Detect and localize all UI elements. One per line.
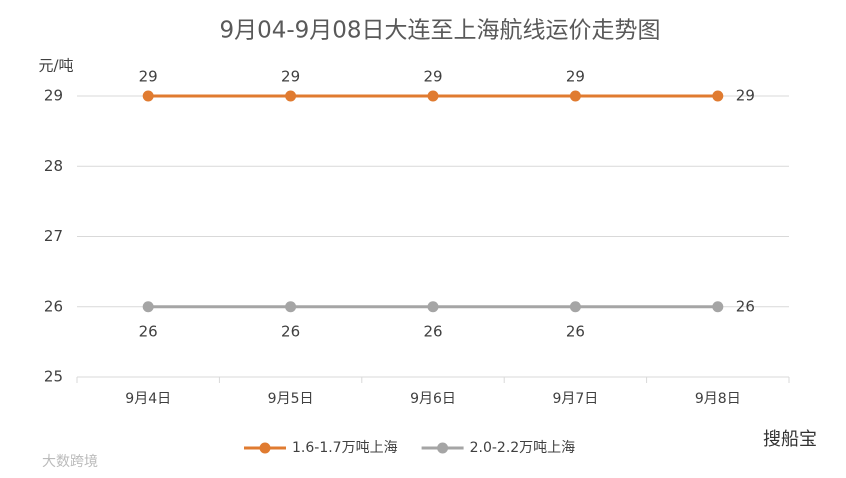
data-label: 29 (139, 68, 158, 86)
point (427, 301, 439, 313)
data-label: 29 (566, 68, 585, 86)
point (712, 301, 724, 313)
watermark: 大数跨境 (42, 454, 98, 470)
chart-title: 9月04-9月08日大连至上海航线运价走势图 (219, 18, 660, 44)
data-label: 26 (281, 322, 300, 340)
x-tick-label: 9月5日 (268, 391, 314, 407)
x-tick-label: 9月8日 (695, 391, 741, 407)
point (569, 90, 581, 102)
data-label: 26 (139, 322, 158, 340)
y-tick-label: 26 (44, 297, 63, 315)
watermark: 搜船宝 (763, 429, 817, 450)
data-label: 26 (566, 322, 585, 340)
x-tick-label: 9月7日 (552, 391, 598, 407)
point (712, 90, 724, 102)
data-label: 29 (423, 68, 442, 86)
y-tick-label: 28 (44, 157, 63, 175)
point (427, 90, 439, 102)
x-tick-label: 9月4日 (125, 391, 171, 407)
legend-marker (259, 442, 271, 454)
point (569, 301, 581, 313)
data-label: 29 (736, 87, 755, 105)
legend-label: 2.0-2.2万吨上海 (470, 440, 576, 456)
data-label: 29 (281, 68, 300, 86)
point (142, 90, 154, 102)
y-tick-label: 27 (44, 227, 63, 245)
point (285, 90, 297, 102)
data-label: 26 (423, 322, 442, 340)
point (142, 301, 154, 313)
data-label: 26 (736, 297, 755, 315)
y-tick-label: 25 (44, 368, 63, 386)
x-tick-label: 9月6日 (410, 391, 456, 407)
legend-marker (437, 442, 449, 454)
point (285, 301, 297, 313)
y-axis-label: 元/吨 (38, 57, 73, 75)
y-tick-label: 29 (44, 87, 63, 105)
legend-label: 1.6-1.7万吨上海 (292, 440, 398, 456)
